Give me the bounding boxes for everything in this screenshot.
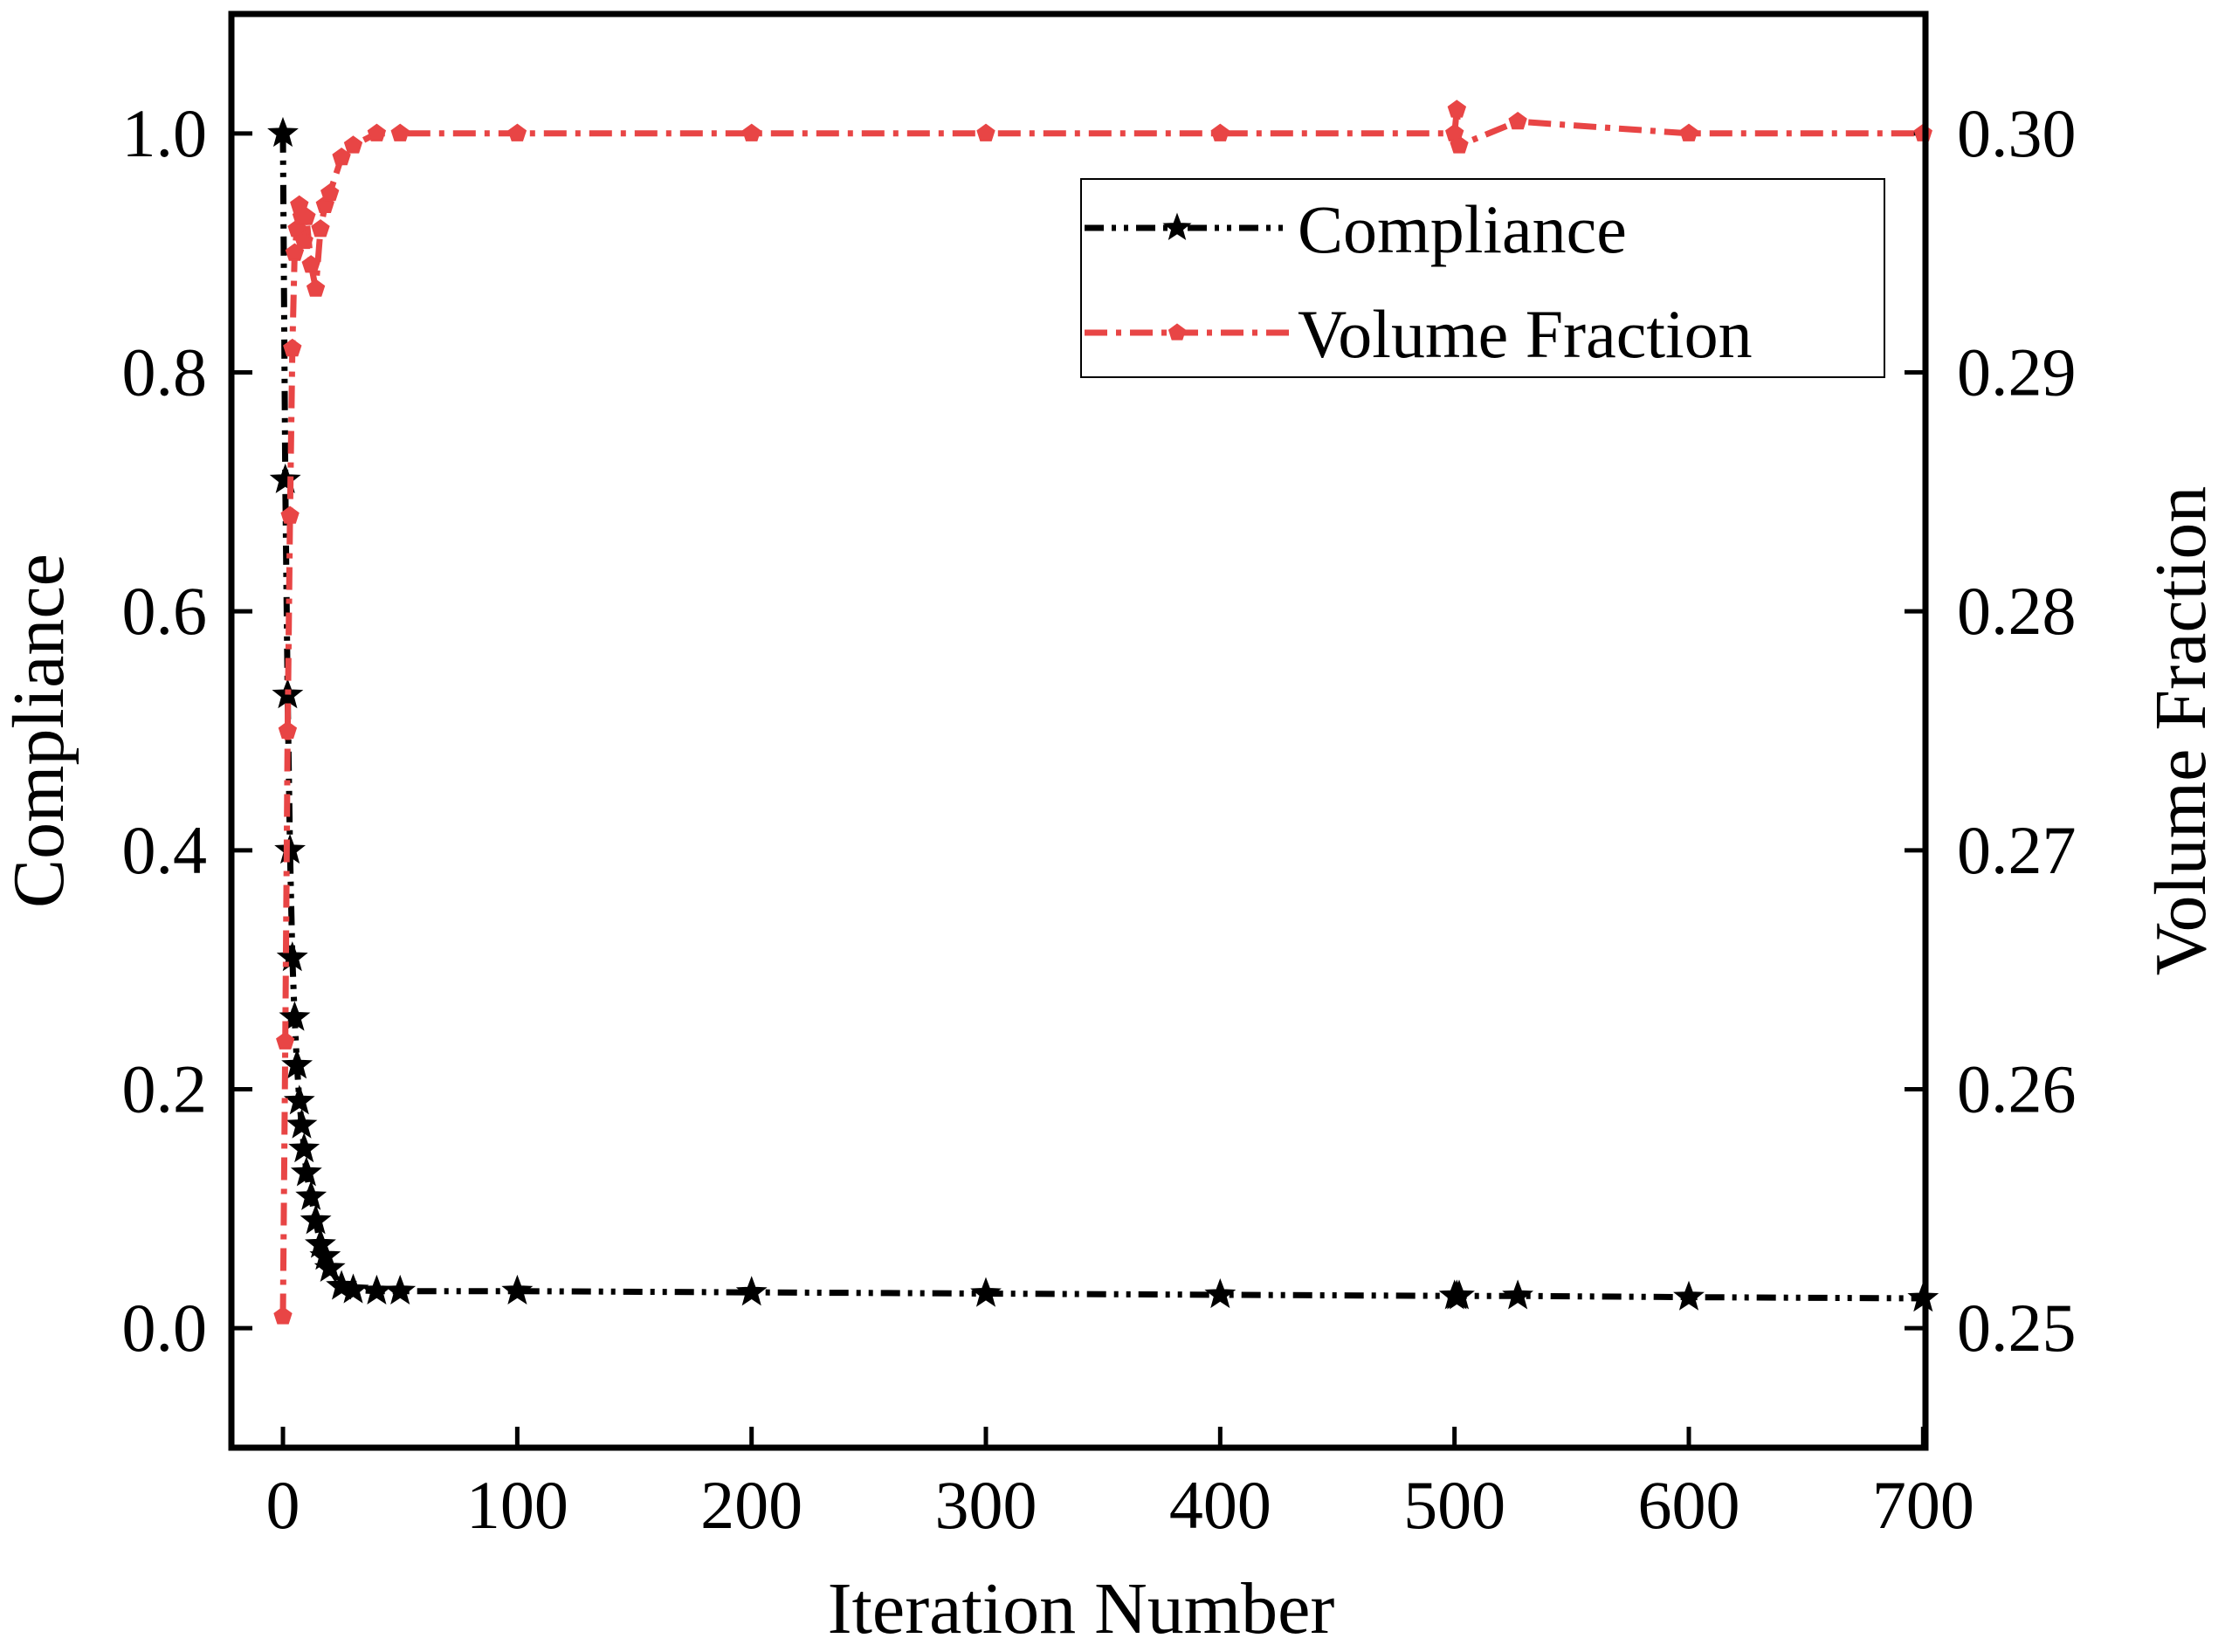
x-tick-label: 300	[935, 1467, 1037, 1543]
y2-tick-label: 0.26	[1957, 1051, 2077, 1127]
legend-label: Compliance	[1298, 191, 1627, 267]
data-point	[1443, 1279, 1475, 1310]
data-point	[309, 1240, 341, 1270]
data-point	[507, 123, 527, 141]
data-point	[311, 219, 330, 237]
data-point	[283, 1084, 315, 1115]
data-point	[274, 833, 307, 864]
x-tick-label: 100	[466, 1467, 568, 1543]
y-tick-label: 0.0	[122, 1290, 208, 1366]
data-point	[276, 941, 308, 972]
x-tick-label: 400	[1169, 1467, 1271, 1543]
data-point	[320, 183, 340, 202]
x-tick-label: 500	[1403, 1467, 1505, 1543]
legend-label: Volume Fraction	[1298, 296, 1753, 372]
y2-tick-label: 0.29	[1957, 334, 2077, 410]
data-point	[290, 1156, 322, 1187]
y-axis-label: Compliance	[0, 554, 79, 908]
data-point	[337, 1273, 369, 1304]
data-point	[1679, 123, 1698, 141]
y-tick-label: 1.0	[122, 95, 208, 171]
data-point	[286, 1108, 318, 1139]
y2-tick-label: 0.30	[1957, 95, 2077, 171]
x-tick-label: 0	[266, 1467, 300, 1543]
y2-tick-label: 0.27	[1957, 812, 2077, 888]
data-point	[269, 463, 301, 493]
data-point	[390, 123, 410, 141]
data-point	[742, 123, 761, 141]
data-point	[283, 338, 302, 357]
x-tick-label: 700	[1872, 1467, 1974, 1543]
data-point	[267, 116, 299, 148]
data-point	[297, 207, 316, 225]
data-point	[1210, 123, 1230, 141]
data-point	[295, 1180, 327, 1210]
y2-axis-label: Volume Fraction	[2140, 486, 2222, 976]
data-point	[361, 1274, 393, 1304]
y-tick-label: 0.4	[122, 812, 208, 888]
data-point	[276, 1031, 295, 1050]
data-point	[313, 1251, 346, 1282]
data-point	[1204, 1278, 1236, 1309]
data-point	[281, 1049, 313, 1079]
data-point	[1447, 100, 1467, 118]
data-point	[970, 1277, 1002, 1307]
data-point	[1673, 1280, 1705, 1311]
plot-frame	[228, 10, 1929, 1451]
x-axis-label: Iteration Number	[828, 1568, 1335, 1649]
legend-marker	[1168, 323, 1187, 341]
data-point	[1508, 111, 1527, 130]
x-tick-label: 600	[1637, 1467, 1739, 1543]
y-tick-label: 0.6	[122, 573, 208, 649]
y2-tick-label: 0.25	[1957, 1290, 2077, 1366]
data-point	[735, 1276, 768, 1306]
data-point	[304, 1228, 336, 1258]
data-point	[332, 147, 351, 166]
series	[273, 100, 1932, 1325]
data-point	[278, 720, 298, 740]
legend: Compliance Volume Fraction	[1080, 178, 1885, 378]
series	[267, 116, 1939, 1312]
x-tick-label: 200	[700, 1467, 803, 1543]
data-point	[300, 1204, 332, 1235]
y-tick-label: 0.8	[122, 334, 208, 410]
data-point	[279, 1001, 311, 1031]
data-point	[306, 279, 326, 297]
data-point	[384, 1274, 417, 1304]
data-point	[1450, 135, 1469, 154]
data-point	[501, 1274, 534, 1305]
y2-tick-label: 0.28	[1957, 573, 2077, 649]
data-point	[280, 506, 300, 524]
data-point	[1502, 1279, 1534, 1310]
legend-marker	[1162, 212, 1192, 241]
data-point	[273, 1306, 293, 1325]
data-point	[976, 123, 995, 141]
legend-box	[1080, 178, 1885, 378]
data-point	[288, 1132, 320, 1163]
data-point	[367, 123, 387, 141]
y-tick-label: 0.2	[122, 1051, 208, 1127]
data-point	[343, 135, 363, 154]
data-point	[301, 255, 320, 273]
data-point	[294, 231, 313, 250]
